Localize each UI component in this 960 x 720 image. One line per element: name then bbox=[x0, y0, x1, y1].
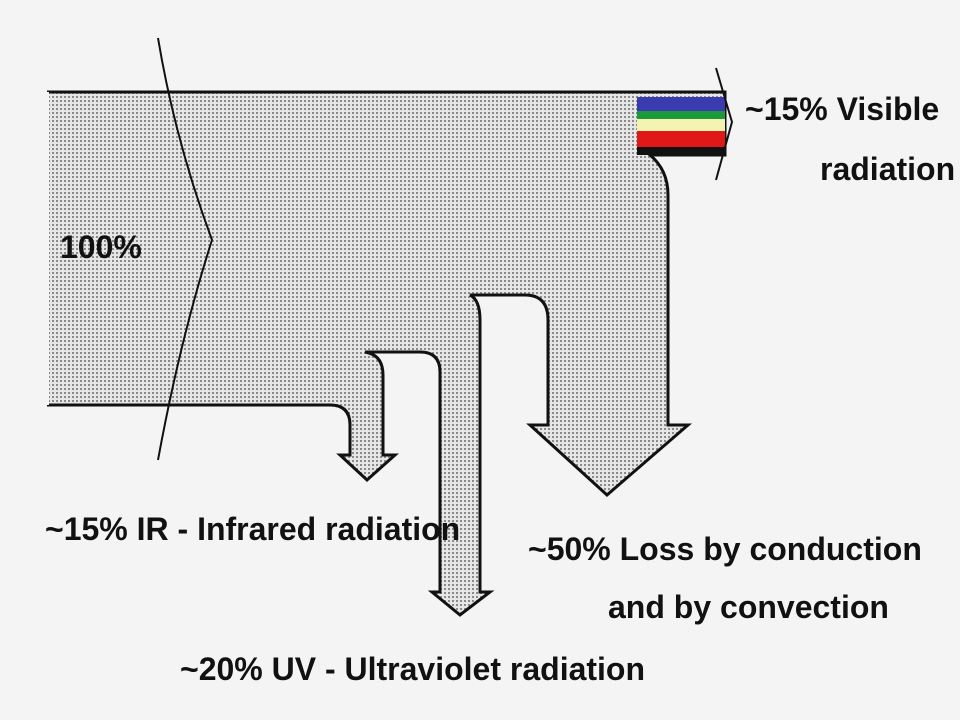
break-line bbox=[157, 37, 214, 461]
conduction-label: ~50% Loss by conduction bbox=[528, 531, 922, 567]
infrared-label: ~15% IR - Infrared radiation bbox=[45, 511, 460, 547]
stripe-yellow bbox=[637, 119, 725, 131]
stripe-red bbox=[637, 131, 725, 147]
stripe-green bbox=[637, 111, 725, 119]
stripe-black bbox=[637, 147, 725, 155]
flow-body bbox=[47, 90, 727, 617]
visible-label: radiation bbox=[820, 151, 955, 187]
visible-arrow-tip bbox=[715, 67, 734, 181]
visible-spectrum bbox=[637, 67, 734, 181]
stripe-blue bbox=[637, 97, 725, 111]
ultraviolet-label: ~20% UV - Ultraviolet radiation bbox=[180, 651, 645, 687]
source-label: 100% bbox=[60, 229, 142, 265]
visible-label: ~15% Visible bbox=[745, 91, 939, 127]
conduction-label: and by convection bbox=[608, 589, 889, 625]
